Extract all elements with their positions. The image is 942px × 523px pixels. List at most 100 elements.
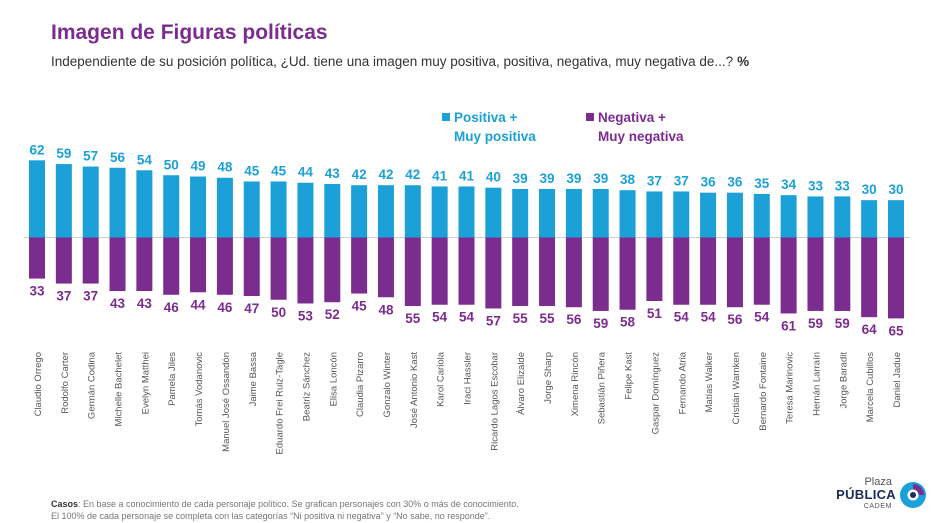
- data-label-positive: 45: [271, 163, 287, 178]
- data-label-positive: 30: [862, 182, 877, 197]
- data-label-negative: 55: [405, 311, 421, 326]
- data-label-positive: 40: [486, 170, 501, 185]
- data-label-positive: 42: [405, 167, 420, 182]
- data-label-positive: 39: [513, 171, 528, 186]
- bar-negative: [780, 237, 797, 314]
- data-label-negative: 56: [727, 312, 743, 327]
- data-label-negative: 53: [298, 308, 314, 323]
- logo-line2: PÚBLICA: [836, 487, 896, 502]
- bar-negative: [539, 237, 556, 306]
- category-label: José Antonio Kast: [409, 352, 420, 428]
- bar-positive: [29, 160, 45, 238]
- category-label: Jorge Baradit: [838, 352, 849, 409]
- data-label-positive: 57: [83, 149, 98, 164]
- logo-swirl-icon: [900, 482, 926, 508]
- data-label-positive: 33: [835, 178, 851, 193]
- bar-positive: [512, 188, 529, 238]
- data-label-positive: 54: [137, 152, 153, 167]
- bar-positive: [216, 177, 233, 238]
- category-label: Cristián Warnken: [731, 352, 742, 425]
- data-label-negative: 54: [432, 310, 448, 325]
- data-label-negative: 51: [647, 306, 663, 321]
- legend-negative-line2: Muy negativa: [598, 129, 684, 144]
- bar-negative: [512, 237, 529, 306]
- category-label: Karol Cariola: [436, 351, 447, 407]
- bar-negative: [753, 237, 770, 305]
- data-label-positive: 33: [808, 178, 824, 193]
- bar-negative: [700, 237, 717, 305]
- data-label-negative: 54: [674, 310, 690, 325]
- data-label-negative: 44: [191, 297, 207, 312]
- bar-negative: [458, 237, 475, 305]
- data-label-negative: 64: [862, 322, 878, 337]
- legend-positive: Positiva + Muy positiva: [442, 108, 536, 146]
- category-label: Elisa Loncón: [328, 352, 339, 406]
- data-label-negative: 37: [83, 289, 98, 304]
- category-label: Bernardo Fontaine: [758, 352, 769, 431]
- bar-negative: [190, 237, 207, 293]
- category-label: Sebastián Piñera: [597, 351, 608, 424]
- bar-negative: [646, 237, 663, 301]
- category-label: Eduardo Frei Ruiz-Tagle: [275, 352, 286, 454]
- bar-positive: [619, 190, 636, 238]
- bar-positive: [136, 170, 153, 238]
- bar-positive: [726, 192, 743, 238]
- category-label: Fernando Atria: [677, 351, 688, 414]
- data-label-negative: 50: [271, 305, 286, 320]
- bar-positive: [861, 200, 878, 238]
- bar-positive: [190, 176, 207, 238]
- bar-chart: 62 33 Claudio Orrego 59 37 Rodolfo Carter 57 37…: [24, 142, 910, 454]
- bar-negative: [243, 237, 260, 297]
- data-label-positive: 37: [674, 173, 689, 188]
- bar-positive: [458, 186, 475, 238]
- bar-negative: [861, 237, 878, 318]
- legend-positive-line1: Positiva +: [454, 110, 518, 125]
- data-label-negative: 52: [325, 307, 340, 322]
- legend-negative-swatch: [586, 113, 594, 121]
- legend-positive-line2: Muy positiva: [454, 129, 536, 144]
- category-label: Manuel José Ossandón: [221, 352, 232, 452]
- data-label-positive: 42: [378, 167, 393, 182]
- bar-positive: [55, 164, 72, 238]
- category-label: Iraci Hassler: [463, 352, 474, 405]
- bar-positive: [377, 185, 394, 238]
- data-label-negative: 33: [29, 284, 45, 299]
- bar-positive: [700, 192, 717, 238]
- category-label: Marcela Cubillos: [865, 352, 876, 422]
- bar-positive: [807, 196, 824, 238]
- data-label-negative: 65: [888, 323, 904, 338]
- bar-negative: [834, 237, 851, 311]
- bar-negative: [216, 237, 233, 295]
- bar-positive: [351, 185, 368, 238]
- data-label-negative: 48: [378, 302, 394, 317]
- bar-positive: [82, 166, 99, 238]
- data-label-negative: 59: [593, 316, 608, 331]
- bar-positive: [243, 181, 260, 238]
- footer-casos-label: Casos: [51, 499, 79, 509]
- bar-positive: [539, 188, 556, 238]
- footer-line-1-text: : En base a conocimiento de cada persona…: [78, 499, 519, 509]
- data-label-positive: 49: [191, 158, 206, 173]
- bar-negative: [29, 237, 45, 279]
- bar-positive: [485, 187, 502, 238]
- bar-negative: [592, 237, 609, 311]
- data-label-negative: 56: [566, 312, 582, 327]
- category-label: Daniel Jadue: [892, 352, 903, 407]
- footer-line-1: Casos: En base a conocimiento de cada pe…: [51, 498, 519, 510]
- bar-positive: [297, 182, 314, 238]
- bar-positive: [673, 191, 690, 238]
- data-label-positive: 44: [298, 165, 314, 180]
- data-label-negative: 43: [110, 296, 126, 311]
- bar-positive: [834, 196, 851, 238]
- data-label-positive: 36: [701, 175, 717, 190]
- category-label: Rodolfo Carter: [60, 352, 71, 414]
- category-label: Michelle Bachelet: [114, 352, 125, 427]
- bar-negative: [673, 237, 690, 305]
- category-label: Hernán Larraín: [811, 352, 822, 416]
- category-label: Germán Codina: [87, 351, 98, 419]
- bar-negative: [565, 237, 582, 308]
- category-label: Pamela Jiles: [167, 352, 178, 406]
- data-label-positive: 39: [540, 171, 555, 186]
- category-label: Tomás Vodanovic: [194, 352, 205, 427]
- data-label-negative: 55: [513, 311, 529, 326]
